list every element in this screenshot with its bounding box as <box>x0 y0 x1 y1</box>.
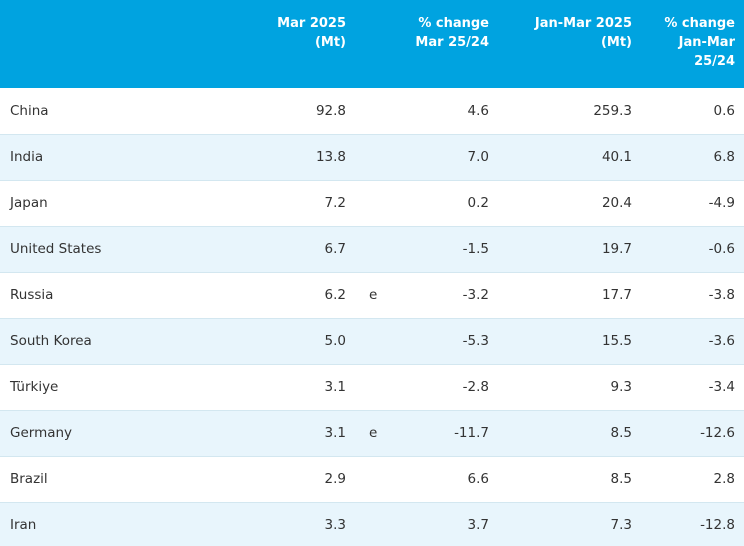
pct-change-mar-cell: -2.8 <box>462 379 489 395</box>
jan-mar-2025-cell: 7.3 <box>610 517 632 534</box>
pct-change-mar-cell: -5.3 <box>462 333 489 349</box>
pct-change-mar-cell: 6.6 <box>467 471 489 487</box>
estimate-flag-cell <box>355 364 395 410</box>
estimate-flag-cell <box>355 88 395 134</box>
header-jan-mar-2025: Jan-Mar 2025 (Mt) <box>534 16 632 50</box>
pct-change-jan-mar-cell: -3.6 <box>708 333 735 349</box>
estimate-flag-cell <box>355 180 395 226</box>
jan-mar-2025-cell: 8.5 <box>610 471 632 487</box>
mar-2025-cell: 5.0 <box>324 333 346 349</box>
table-row: South Korea 5.0 -5.3 15.5 -3.6 <box>0 318 744 364</box>
estimate-flag-cell: e <box>369 287 378 303</box>
estimate-flag-cell <box>355 226 395 272</box>
table-header: Mar 2025 (Mt) % change Mar 25/24 Jan-Mar… <box>0 0 744 88</box>
pct-change-jan-mar-cell: -3.8 <box>708 287 735 303</box>
estimate-flag-cell <box>355 134 395 180</box>
country-cell: China <box>10 102 49 119</box>
country-cell: India <box>10 149 44 165</box>
pct-change-mar-cell: 3.7 <box>467 517 489 534</box>
estimate-flag-cell <box>355 318 395 364</box>
pct-change-jan-mar-cell: -3.4 <box>708 379 735 395</box>
jan-mar-2025-cell: 9.3 <box>610 379 632 395</box>
header-estimate-flag <box>355 0 395 88</box>
pct-change-jan-mar-cell: 0.6 <box>713 102 735 119</box>
country-cell: Germany <box>10 425 73 441</box>
pct-change-mar-cell: 0.2 <box>467 195 489 211</box>
pct-change-jan-mar-cell: -12.6 <box>700 425 735 441</box>
country-cell: Türkiye <box>10 379 59 395</box>
jan-mar-2025-cell: 8.5 <box>610 425 632 441</box>
table-row: United States 6.7 -1.5 19.7 -0.6 <box>0 226 744 272</box>
pct-change-jan-mar-cell: -4.9 <box>708 195 735 211</box>
table-row: Brazil 2.9 6.6 8.5 2.8 <box>0 456 744 502</box>
mar-2025-cell: 3.3 <box>324 517 346 534</box>
table-body: China 92.8 4.6 259.3 0.6 India 13.8 7.0 40.1 6.8 J… <box>0 88 744 546</box>
jan-mar-2025-cell: 17.7 <box>601 287 632 303</box>
country-cell: Russia <box>10 287 54 303</box>
header-pct-change-jan-mar: % change Jan-Mar 25/24 <box>664 16 735 69</box>
country-cell: Japan <box>10 195 48 211</box>
pct-change-mar-cell: 7.0 <box>467 149 489 165</box>
pct-change-mar-cell: -1.5 <box>462 241 489 257</box>
pct-change-jan-mar-cell: -12.8 <box>700 517 735 534</box>
table-row: India 13.8 7.0 40.1 6.8 <box>0 134 744 180</box>
jan-mar-2025-cell: 40.1 <box>601 149 632 165</box>
pct-change-jan-mar-cell: 6.8 <box>713 149 735 165</box>
jan-mar-2025-cell: 15.5 <box>601 333 632 349</box>
table-row: Russia 6.2 e -3.2 17.7 -3.8 <box>0 272 744 318</box>
table-row: Iran 3.3 3.7 7.3 -12.8 <box>0 502 744 546</box>
mar-2025-cell: 13.8 <box>315 149 346 165</box>
jan-mar-2025-cell: 259.3 <box>593 102 632 119</box>
country-cell: Iran <box>10 517 37 534</box>
mar-2025-cell: 92.8 <box>315 102 346 119</box>
pct-change-mar-cell: -11.7 <box>454 425 489 441</box>
mar-2025-cell: 2.9 <box>324 471 346 487</box>
pct-change-mar-cell: 4.6 <box>467 102 489 119</box>
mar-2025-cell: 7.2 <box>324 195 346 211</box>
country-cell: United States <box>10 241 102 257</box>
pct-change-jan-mar-cell: -0.6 <box>708 241 735 257</box>
country-cell: South Korea <box>10 333 92 349</box>
mar-2025-cell: 6.7 <box>324 241 346 257</box>
estimate-flag-cell <box>355 456 395 502</box>
estimate-flag-cell <box>355 502 395 546</box>
estimate-flag-cell: e <box>369 425 378 441</box>
table-row: Türkiye 3.1 -2.8 9.3 -3.4 <box>0 364 744 410</box>
table-row: Japan 7.2 0.2 20.4 -4.9 <box>0 180 744 226</box>
mar-2025-cell: 3.1 <box>324 425 346 441</box>
header-pct-change-mar: % change Mar 25/24 <box>415 16 489 50</box>
table-row: Germany 3.1 e -11.7 8.5 -12.6 <box>0 410 744 456</box>
pct-change-jan-mar-cell: 2.8 <box>713 471 735 487</box>
pct-change-mar-cell: -3.2 <box>462 287 489 303</box>
header-country <box>0 0 210 88</box>
header-row: Mar 2025 (Mt) % change Mar 25/24 Jan-Mar… <box>0 0 744 88</box>
jan-mar-2025-cell: 20.4 <box>601 195 632 211</box>
mar-2025-cell: 6.2 <box>324 287 346 303</box>
country-cell: Brazil <box>10 471 48 487</box>
header-mar-2025: Mar 2025 (Mt) <box>277 16 346 50</box>
table-row: China 92.8 4.6 259.3 0.6 <box>0 88 744 134</box>
jan-mar-2025-cell: 19.7 <box>601 241 632 257</box>
mar-2025-cell: 3.1 <box>324 379 346 395</box>
